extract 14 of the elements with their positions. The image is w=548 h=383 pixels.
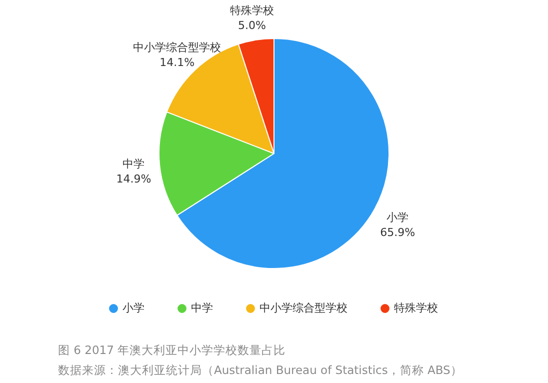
legend-label: 中小学综合型学校 <box>260 301 348 314</box>
data-label: 65.9% <box>380 226 416 240</box>
data-label: 5.0% <box>238 19 266 32</box>
slice-label: 中小学综合型学校 <box>133 40 222 54</box>
source-note: 数据来源：澳大利亚统计局（Australian Bureau of Statistics，简称 ABS） <box>58 362 462 379</box>
slice-label: 小学 <box>386 211 409 224</box>
data-label: 14.9% <box>116 172 152 186</box>
data-label: 14.1% <box>160 56 195 69</box>
legend-label: 小学 <box>122 301 144 314</box>
slice-label: 特殊学校 <box>230 4 274 18</box>
caption: 图 6 2017 年澳大利亚中小学学校数量占比 <box>58 342 287 359</box>
legend-label: 特殊学校 <box>394 301 438 314</box>
slice-label: 中学 <box>122 157 145 170</box>
legend-label: 中学 <box>191 301 213 314</box>
